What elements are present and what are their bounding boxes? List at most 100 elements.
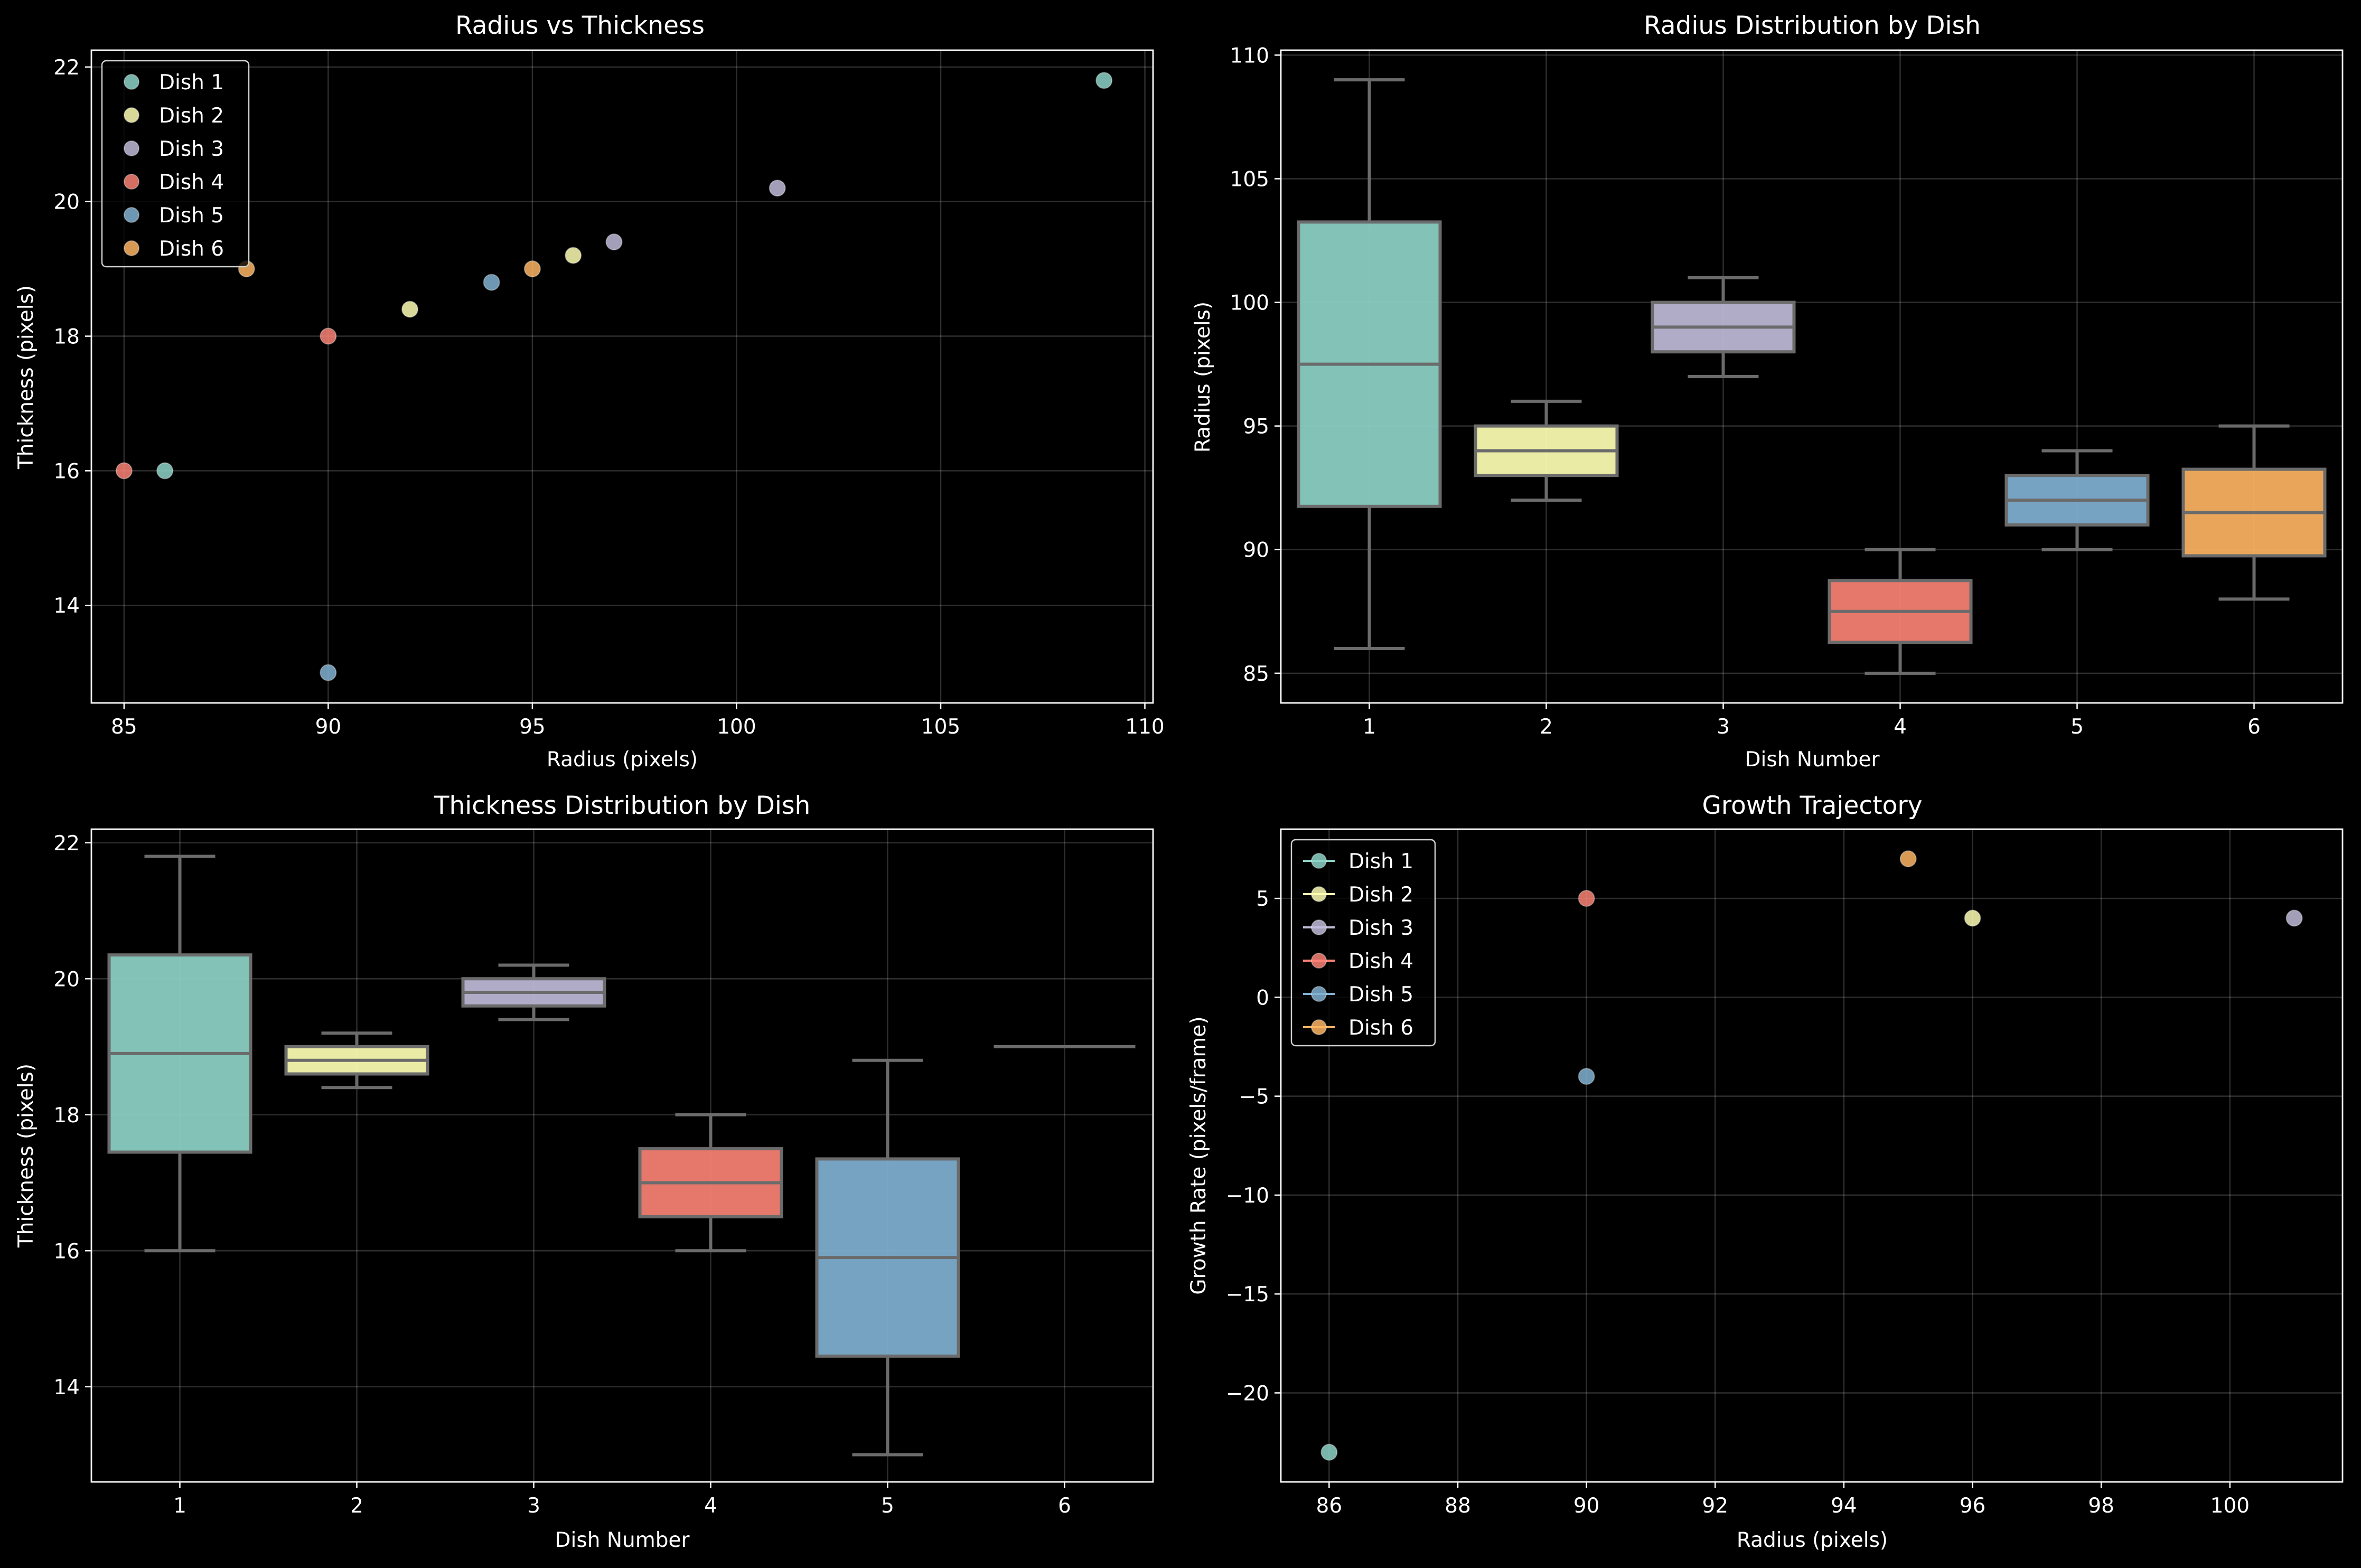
y-tick-label: 110 xyxy=(1230,44,1269,68)
data-point-dish-3 xyxy=(605,233,623,251)
panel-title: Radius Distribution by Dish xyxy=(1644,11,1981,40)
grid xyxy=(1281,829,2343,1482)
legend-label: Dish 5 xyxy=(1348,983,1413,1007)
data-point-dish-2 xyxy=(1964,909,1981,927)
y-tick-label: 0 xyxy=(1256,986,1269,1010)
x-tick-label: 100 xyxy=(717,715,756,739)
box-plot-dish-2 xyxy=(1474,399,1619,502)
box-plot-dish-4 xyxy=(1828,548,1973,675)
data-point-dish-4 xyxy=(115,462,133,480)
y-tick-label: 105 xyxy=(1230,167,1269,191)
legend-marker xyxy=(124,207,139,223)
x-tick-label: 85 xyxy=(111,715,137,739)
x-axis-label: Radius (pixels) xyxy=(1737,1528,1888,1552)
legend-marker xyxy=(124,240,139,256)
data-point-dish-2 xyxy=(401,301,418,318)
box-plot-dish-5 xyxy=(2004,449,2150,551)
legend-label: Dish 2 xyxy=(159,104,224,128)
x-tick-label: 6 xyxy=(2247,715,2261,739)
x-tick-label: 2 xyxy=(350,1494,363,1518)
x-tick-label: 94 xyxy=(1831,1494,1857,1518)
y-tick-label: 22 xyxy=(53,832,80,856)
data-point-dish-1 xyxy=(1095,72,1113,89)
x-tick-label: 96 xyxy=(1960,1494,1986,1518)
y-axis-label: Radius (pixels) xyxy=(1191,302,1215,453)
data-point-dish-3 xyxy=(2285,909,2303,927)
panel-radius-vs-thickness: Radius vs Thickness 85 90 95 100 105 110 14 16 1… xyxy=(14,11,1165,772)
legend-label: Dish 6 xyxy=(159,237,224,261)
box-plot-dish-5 xyxy=(815,1058,960,1457)
legend-marker xyxy=(1311,953,1327,969)
x-tick-label: 5 xyxy=(2070,715,2084,739)
x-tick-label: 90 xyxy=(1573,1494,1600,1518)
x-tick-label: 88 xyxy=(1445,1494,1471,1518)
legend-marker xyxy=(124,107,139,123)
x-tick-label: 3 xyxy=(527,1494,540,1518)
y-tick-label: 20 xyxy=(53,191,80,214)
panel-radius-distribution: Radius Distribution by Dish 1 2 3 4 5 6 85 90 95… xyxy=(1191,11,2344,772)
data-point-dish-6 xyxy=(523,260,541,278)
plot-area-frame xyxy=(90,828,1154,1483)
y-tick-label: 22 xyxy=(53,56,80,80)
y-tick-label: 14 xyxy=(53,1376,80,1400)
plot-area-frame xyxy=(90,49,1154,704)
box-plot-dish-3 xyxy=(461,963,606,1021)
x-tick-label: 6 xyxy=(1058,1494,1071,1518)
x-tick-label: 5 xyxy=(881,1494,894,1518)
x-tick-label: 95 xyxy=(519,715,546,739)
data-point-dish-4 xyxy=(1578,890,1595,907)
x-tick-label: 92 xyxy=(1702,1494,1728,1518)
x-tick-label: 98 xyxy=(2088,1494,2114,1518)
x-tick-label: 90 xyxy=(315,715,342,739)
legend-marker xyxy=(1311,886,1327,902)
axis-ticks: 85 90 95 100 105 110 14 16 18 20 22 xyxy=(53,56,1164,739)
plot-area-frame xyxy=(1280,828,2344,1483)
panel-thickness-distribution: Thickness Distribution by Dish 1 2 3 4 5 6141… xyxy=(14,791,1154,1552)
x-tick-label: 86 xyxy=(1316,1494,1343,1518)
x-tick-label: 105 xyxy=(921,715,960,739)
data-point-dish-2 xyxy=(565,247,582,264)
y-tick-label: 85 xyxy=(1243,662,1269,686)
box-plot-dish-6 xyxy=(2181,424,2327,601)
y-axis-label: Growth Rate (pixels/frame) xyxy=(1187,1016,1211,1294)
x-tick-label: 2 xyxy=(1540,715,1553,739)
legend: Dish 1 Dish 2 Dish 3 Dish 4 Dish 5 Dish 6 xyxy=(101,60,250,268)
data-point-dish-5 xyxy=(1578,1068,1595,1085)
box-plot-dish-1 xyxy=(1297,78,1442,650)
legend-label: Dish 2 xyxy=(1348,883,1413,907)
plot-area-frame xyxy=(1280,49,2344,704)
y-tick-label: 14 xyxy=(53,594,80,618)
x-tick-label: 4 xyxy=(704,1494,717,1518)
y-tick-label: 18 xyxy=(53,1104,80,1128)
box-plot-dish-1 xyxy=(107,855,252,1253)
axis-ticks: 86 88 90 92 94 96 98 100 −20 −15 −10 −5 0 5 xyxy=(1226,887,2250,1518)
x-tick-label: 110 xyxy=(1125,715,1164,739)
legend: Dish 1 Dish 2 Dish 3 Dish 4 Dish 5 Dish 6 xyxy=(1290,839,1436,1047)
legend-marker xyxy=(124,74,139,90)
panel-title: Growth Trajectory xyxy=(1702,791,1922,820)
legend-label: Dish 4 xyxy=(1348,950,1413,973)
panel-title: Thickness Distribution by Dish xyxy=(434,791,810,820)
legend-label: Dish 1 xyxy=(159,71,224,95)
box-plots xyxy=(1297,78,2327,675)
x-tick-label: 100 xyxy=(2210,1494,2250,1518)
box-plot-dish-3 xyxy=(1651,276,1796,378)
legend-marker xyxy=(124,174,139,190)
y-axis-label: Thickness (pixels) xyxy=(14,285,38,470)
legend-label: Dish 3 xyxy=(1348,916,1413,940)
y-tick-label: 16 xyxy=(53,459,80,483)
panel-growth-trajectory: Growth Trajectory 86 88 90 92 94 96 98 100 −20 −1… xyxy=(1187,791,2344,1552)
data-point-dish-1 xyxy=(1320,1443,1338,1461)
y-tick-label: 95 xyxy=(1243,415,1269,439)
box-plot-dish-2 xyxy=(284,1031,429,1090)
box-plots xyxy=(107,855,1136,1457)
y-tick-label: −20 xyxy=(1226,1382,1269,1405)
box-plot-dish-4 xyxy=(638,1113,783,1253)
legend-marker xyxy=(1311,919,1327,935)
legend-label: Dish 4 xyxy=(159,171,224,194)
y-tick-label: 20 xyxy=(53,968,80,991)
x-axis-label: Radius (pixels) xyxy=(547,748,698,772)
data-point-dish-5 xyxy=(320,664,337,681)
